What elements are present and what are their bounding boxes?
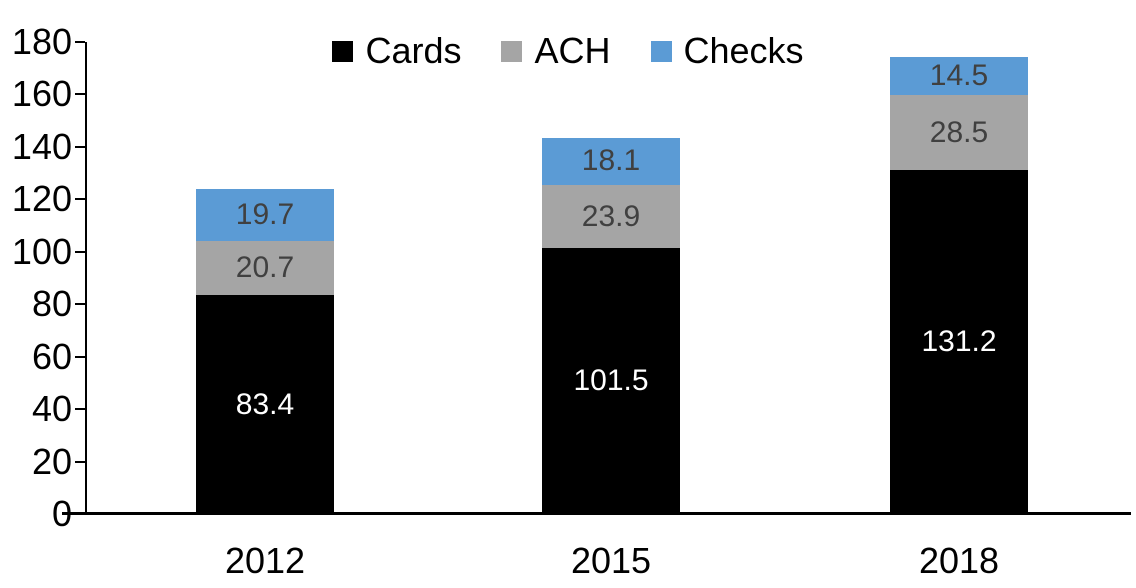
bar-segment-label: 20.7 [235,251,295,285]
y-axis-tick-label: 120 [11,178,72,220]
bar-segment-checks-2018: 14.5 [890,57,1028,96]
bar-segment-checks-2015: 18.1 [542,137,680,186]
bar-segment-label: 19.7 [235,198,295,232]
y-axis-tick [75,460,85,463]
bar-segment-label: 131.2 [921,324,997,358]
y-axis-tick-label: 60 [31,335,72,377]
bar-segment-label: 101.5 [573,363,649,397]
legend-swatch-icon [332,40,354,62]
bar-segment-ach-2015: 23.9 [542,185,680,248]
y-axis-tick [75,513,85,515]
bar-segment-label: 83.4 [235,387,295,421]
legend-item-checks: Checks [650,30,804,71]
y-axis-tick-label: 180 [11,21,72,62]
x-axis-label-2012: 2012 [224,540,306,581]
y-axis-tick-label: 80 [31,283,72,325]
y-axis-tick-label: 160 [11,73,72,115]
bar-segment-label: 14.5 [929,59,989,93]
bar-segment-cards-2012: 83.4 [196,295,334,514]
bar-segment-cards-2018: 131.2 [890,169,1028,514]
bar-segment-label: 28.5 [929,115,989,149]
bar-segment-label: 18.1 [581,144,641,178]
legend-item-cards: Cards [332,33,461,69]
legend-swatch-icon [501,40,523,62]
legend-item-ach: ACH [501,30,611,71]
y-axis-line [85,42,87,514]
bar-segment-ach-2018: 28.5 [890,95,1028,170]
y-axis-tick-label: 140 [11,125,72,167]
x-axis-label-2015: 2015 [570,540,652,581]
bar-segment-ach-2012: 20.7 [196,241,334,296]
y-axis-tick [75,198,85,201]
chart-legend: Cards ACH Checks [0,30,1136,72]
y-axis-tick [75,145,85,148]
legend-label: Checks [683,30,804,71]
bar-segment-cards-2015: 101.5 [542,247,680,514]
bar-segment-label: 23.9 [581,199,641,233]
bar-segment-checks-2012: 19.7 [196,189,334,242]
y-axis-tick [75,41,85,43]
y-axis-tick-label: 40 [31,388,72,430]
y-axis-tick [75,408,85,411]
y-axis-tick-label: 20 [31,440,72,482]
legend-label: ACH [534,30,611,71]
x-axis-label-2018: 2018 [918,540,1000,581]
y-axis-tick [75,303,85,306]
legend-label: Cards [365,30,462,71]
legend-swatch-icon [650,40,672,62]
y-axis-tick-label: 0 [51,493,72,534]
y-axis-tick [75,250,85,253]
y-axis-tick [75,355,85,358]
y-axis-tick-label: 100 [11,230,72,272]
y-axis-tick [75,93,85,96]
